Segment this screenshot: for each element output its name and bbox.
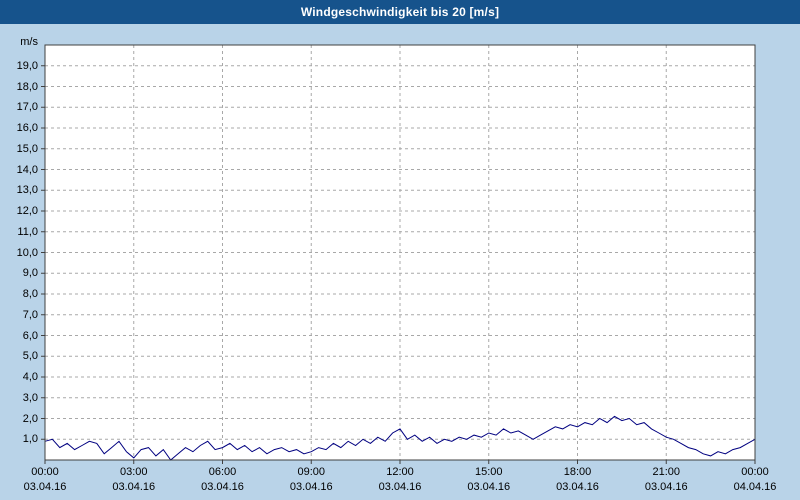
x-tick-time-label: 15:00	[474, 466, 503, 478]
y-tick-label: 5,0	[22, 350, 38, 363]
x-tick-date-label: 03.04.16	[201, 481, 244, 493]
x-tick-date-label: 03.04.16	[467, 481, 511, 493]
x-tick-date-label: 04.04.16	[733, 481, 777, 493]
y-tick-label: 4,0	[22, 371, 38, 383]
y-tick-label: 14,0	[16, 163, 38, 176]
y-tick-label: 19,0	[16, 59, 38, 72]
y-tick-label: 6,0	[22, 329, 38, 342]
y-tick-label: 15,0	[16, 142, 38, 155]
x-tick-time-label: 18:00	[563, 466, 592, 478]
x-tick-date-label: 03.04.16	[112, 481, 156, 493]
x-tick-time-label: 09:00	[297, 466, 326, 478]
x-tick-date-label: 03.04.16	[23, 481, 67, 493]
chart-title: Windgeschwindigkeit bis 20 [m/s]	[0, 0, 800, 24]
wind-speed-line	[44, 415, 756, 461]
plot-border	[44, 44, 756, 461]
y-tick-label: 3,0	[22, 391, 38, 404]
x-tick-date-label: 03.04.16	[644, 481, 688, 493]
y-tick-label: 18,0	[16, 80, 38, 93]
chart-area: m/s 19,0 18,0 17,0 16,0 15,0 14,0 13,0 12,0 11,0…	[0, 24, 800, 500]
x-tick-date-label: 03.04.16	[556, 481, 599, 493]
y-tick-label: 9,0	[22, 267, 38, 280]
y-tick-label: 8,0	[22, 288, 38, 300]
x-tick-time-label: 00:00	[31, 466, 59, 478]
x-tick-time-label: 03:00	[119, 466, 148, 478]
y-tick-label: 11,0	[17, 225, 38, 238]
y-tick-label: 13,0	[16, 184, 38, 197]
y-tick-label: 7,0	[22, 308, 38, 321]
wind-speed-chart	[41, 44, 756, 464]
x-tick-time-label: 21:00	[652, 466, 681, 478]
x-tick-time-label: 00:00	[741, 466, 769, 478]
x-tick-time-label: 12:00	[386, 466, 414, 478]
y-tick-label: 12,0	[16, 205, 38, 217]
y-tick-label: 17,0	[16, 101, 38, 114]
y-axis-unit: m/s	[20, 36, 38, 48]
x-tick-date-label: 03.04.16	[378, 481, 422, 493]
y-tick-label: 10,0	[16, 246, 38, 259]
y-tick-label: 16,0	[16, 122, 38, 134]
x-tick-time-label: 06:00	[208, 466, 237, 478]
x-tick-date-label: 03.04.16	[289, 481, 333, 493]
y-tick-label: 2,0	[22, 412, 38, 425]
y-tick-label: 1,0	[22, 433, 38, 446]
